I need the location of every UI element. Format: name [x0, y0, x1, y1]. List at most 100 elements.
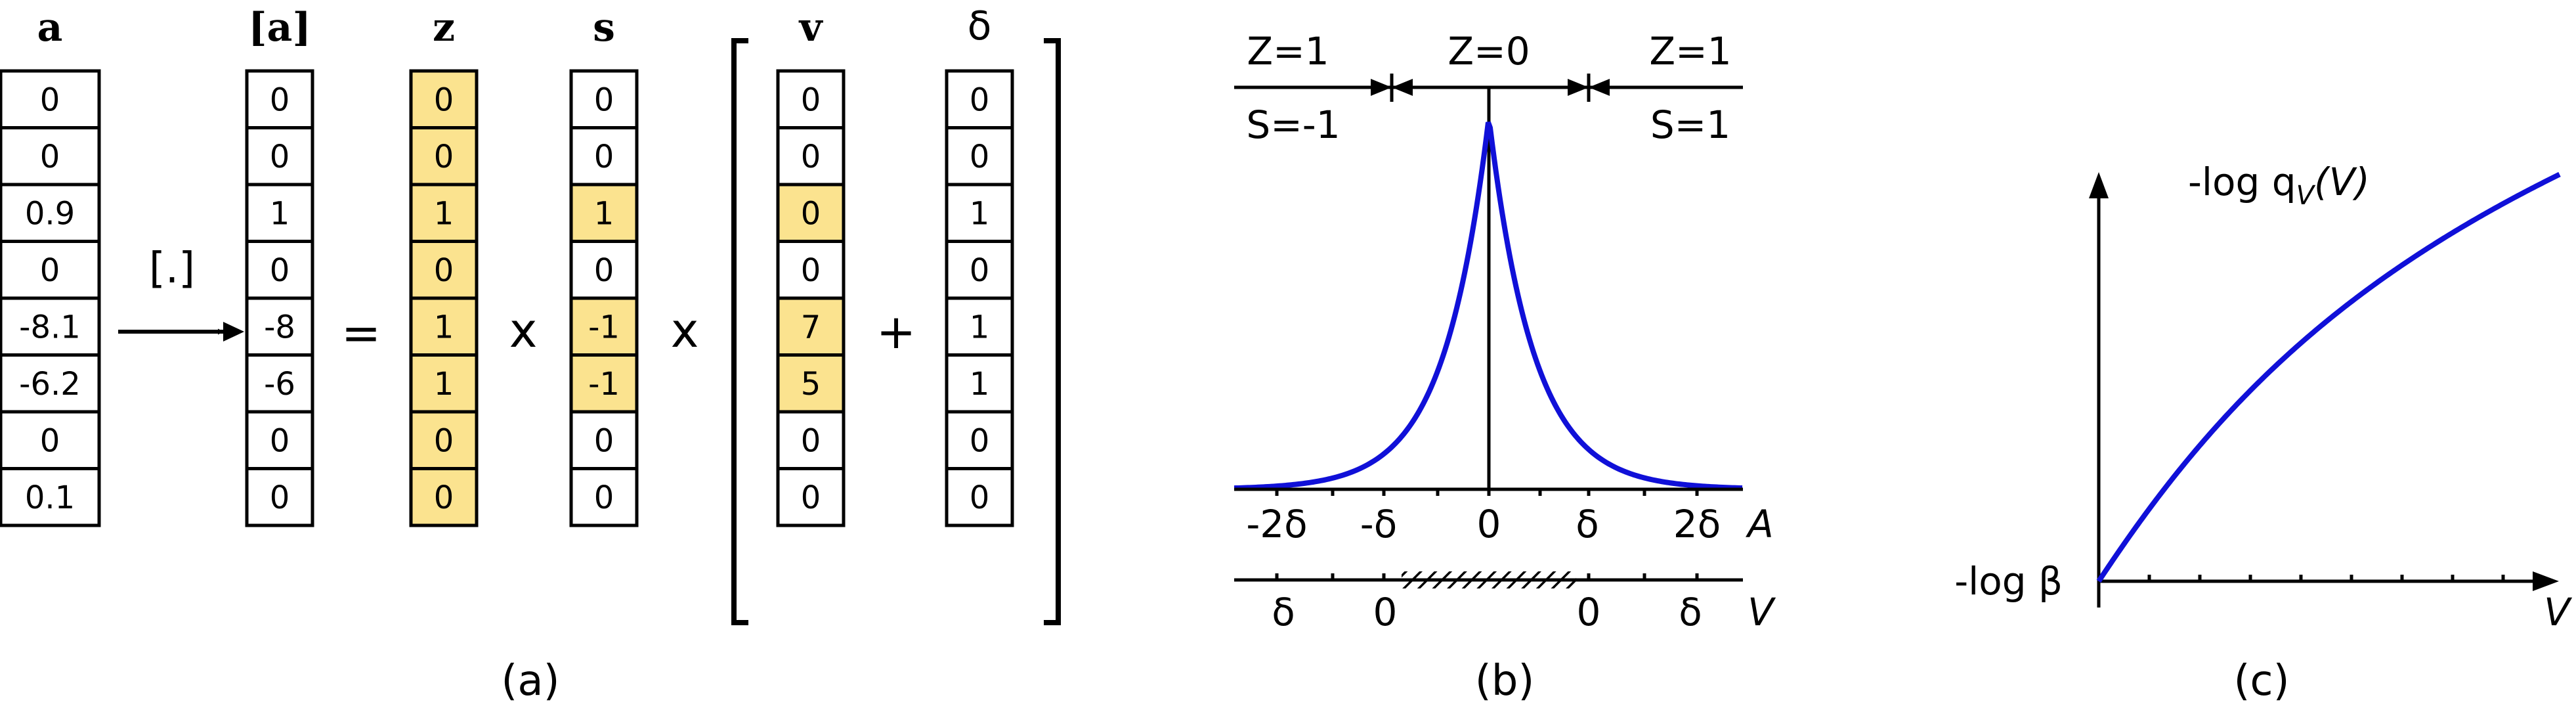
a-tick-label-minus-2delta: -2δ — [1246, 502, 1307, 546]
cell-value: 0 — [594, 479, 614, 516]
cell-value: 1 — [970, 366, 990, 403]
cell: 0 — [776, 410, 846, 470]
cell-value: 0 — [970, 139, 990, 175]
v-axis-label: V — [1748, 590, 1776, 634]
c-x-axis-label: V — [2544, 590, 2573, 634]
cell-box — [945, 467, 1014, 527]
cell: 0 — [776, 126, 846, 187]
cell-value: 0 — [594, 252, 614, 289]
cell-value: 0 — [801, 422, 821, 459]
cell: -6.2 — [0, 353, 101, 414]
y-intercept-label: -log β — [1954, 559, 2063, 604]
cell-box — [569, 296, 639, 357]
cell: 0 — [245, 126, 314, 187]
vector-z: 0 0 1 0 1 1 0 0 — [409, 69, 479, 527]
cell-box — [569, 183, 639, 243]
cell-value: -8.1 — [19, 309, 81, 345]
vector-v: 0 0 0 0 7 5 0 0 — [776, 69, 846, 527]
cell-box — [409, 183, 479, 243]
cell-box — [409, 410, 479, 470]
cell: 0 — [776, 467, 846, 527]
cell: 1 — [409, 353, 479, 414]
cell-box — [569, 353, 639, 414]
v-tick-label-zero-right: 0 — [1577, 590, 1601, 634]
vector-delta: 0 0 1 0 1 1 0 0 — [945, 69, 1014, 527]
arrow-into-left-tick — [1371, 79, 1392, 96]
arrow-out-left-tick — [1392, 79, 1413, 96]
cell-box — [245, 467, 314, 527]
c-x-axis-ticks — [2147, 575, 2505, 581]
cell-box — [569, 467, 639, 527]
cell-value: 0.1 — [25, 479, 75, 516]
cell-value: 7 — [801, 309, 821, 345]
cell-value: 0 — [270, 422, 290, 459]
cell-value: -8 — [264, 309, 295, 345]
cell-value: 0 — [270, 81, 290, 118]
cell: 5 — [776, 353, 846, 414]
panel-b: Z=1 Z=0 Z=1 S=-1 S=1 -2δ -δ 0 δ 2δ A δ 0… — [1234, 29, 1776, 705]
cell: 0 — [569, 410, 639, 470]
cell: -8 — [245, 296, 314, 357]
cell: 1 — [245, 183, 314, 243]
cell-value: 0 — [270, 479, 290, 516]
cell: 0 — [0, 410, 101, 470]
cell: 0 — [569, 69, 639, 129]
equals-sign: = — [341, 305, 381, 361]
cell-box — [776, 69, 846, 129]
caption-a: (a) — [501, 657, 559, 705]
cell-value: 0 — [801, 139, 821, 175]
a-axis-ticks — [1275, 489, 1699, 496]
label-z-right: Z=1 — [1649, 29, 1731, 74]
cell-value: 0 — [801, 81, 821, 118]
cell-value: 1 — [434, 366, 454, 403]
vector-a: 0 0 0.9 0 -8.1 -6.2 0 0.1 — [0, 69, 101, 527]
cell-box — [409, 353, 479, 414]
cell: 0 — [945, 240, 1014, 300]
header-delta: δ — [968, 3, 992, 49]
a-tick-label-minus-delta: -δ — [1360, 502, 1397, 546]
cell-box — [776, 467, 846, 527]
cell-value: -6.2 — [19, 366, 81, 403]
caption-c: (c) — [2233, 657, 2289, 705]
arrow-out-right-tick — [1568, 79, 1589, 96]
cell-value: 0 — [801, 479, 821, 516]
cell-box — [409, 69, 479, 129]
cell: -8.1 — [0, 296, 101, 357]
cell: 0 — [569, 126, 639, 187]
cell-value: 0 — [970, 479, 990, 516]
label-z-mid: Z=0 — [1448, 29, 1530, 74]
cell-value: 0 — [434, 422, 454, 459]
cell-box — [945, 183, 1014, 243]
cell: -1 — [569, 296, 639, 357]
left-bracket — [731, 38, 748, 625]
cell-value: 0 — [270, 139, 290, 175]
cell-value: -1 — [588, 366, 620, 403]
laplace-curve — [1234, 121, 1743, 491]
curve-label: -log qV(V) — [2188, 160, 2370, 211]
label-s-right: S=1 — [1650, 102, 1730, 147]
v-tick-label-delta-right: δ — [1679, 590, 1702, 634]
cell: 0 — [409, 467, 479, 527]
cell: -6 — [245, 353, 314, 414]
cell-value: 1 — [970, 309, 990, 345]
a-axis-label: A — [1745, 502, 1774, 546]
cell: 1 — [569, 183, 639, 243]
label-z-left: Z=1 — [1247, 29, 1329, 74]
cell-value: 5 — [801, 366, 821, 403]
vector-s: 0 0 1 0 -1 -1 0 0 — [569, 69, 639, 527]
cell-box — [776, 240, 846, 300]
cell: 0 — [409, 410, 479, 470]
cell-value: 0 — [970, 252, 990, 289]
a-tick-label-delta: δ — [1576, 502, 1599, 546]
v-tick-label-delta-left: δ — [1272, 590, 1295, 634]
cell-value: 0 — [434, 139, 454, 175]
cell-box — [569, 410, 639, 470]
cell-value: 0 — [40, 252, 60, 289]
header-rounded-a: [a] — [248, 5, 311, 51]
cell: 0 — [776, 183, 846, 243]
cell: 1 — [945, 353, 1014, 414]
cell: 0 — [409, 240, 479, 300]
cell: 0 — [245, 240, 314, 300]
cell: 0 — [776, 69, 846, 129]
cell-box — [0, 353, 101, 414]
